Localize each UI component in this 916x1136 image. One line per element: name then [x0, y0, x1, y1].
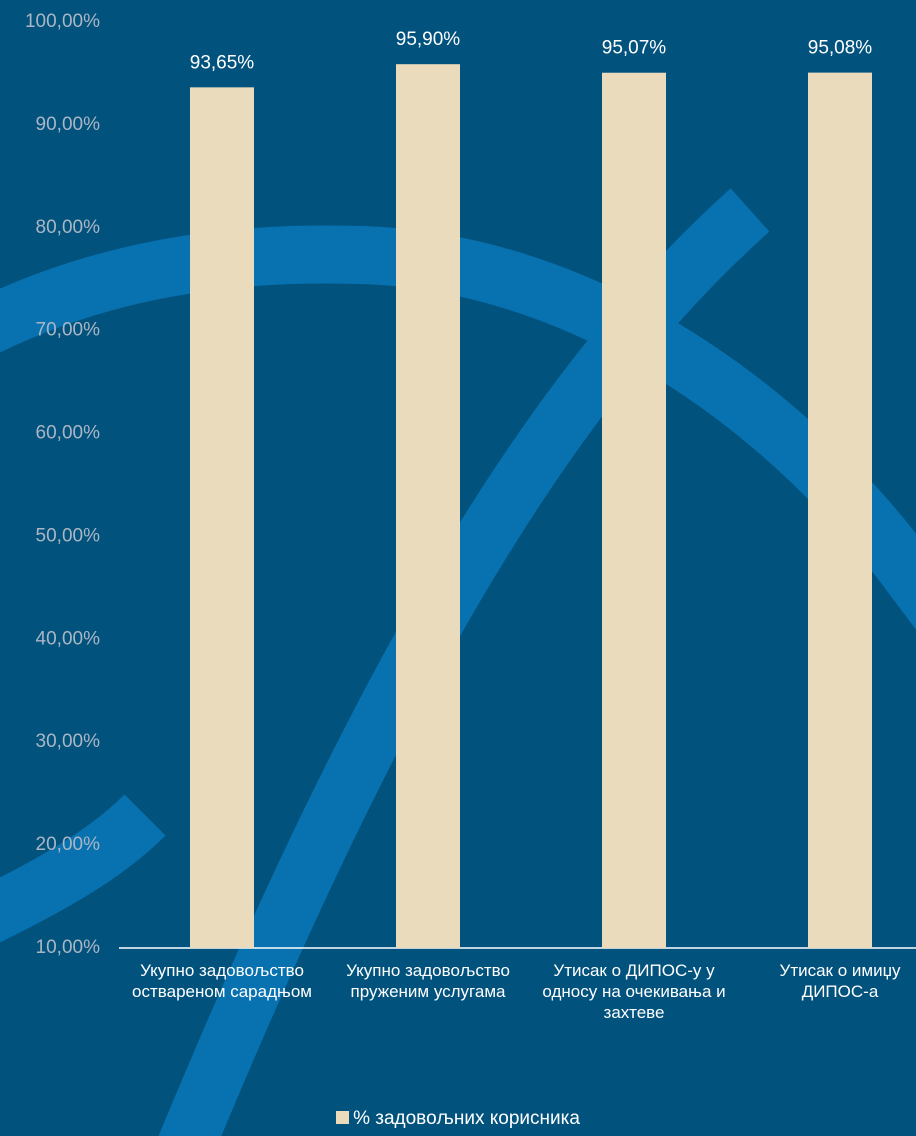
x-tick-label: Утисак о имиџу ДИПОС-а	[779, 961, 901, 1001]
x-tick-label: Укупно задовољство пруженим услугама	[346, 961, 510, 1001]
bar	[396, 64, 460, 948]
value-label: 95,90%	[396, 29, 461, 50]
y-tick-label: 30,00%	[36, 731, 101, 752]
value-label: 93,65%	[190, 52, 255, 73]
y-tick-label: 40,00%	[36, 628, 101, 649]
x-tick-label: Утисак о ДИПОС-у у односу на очекивања и…	[542, 961, 726, 1022]
y-tick-label: 10,00%	[36, 937, 101, 958]
value-label: 95,08%	[808, 38, 873, 59]
bar	[602, 72, 666, 948]
legend: % задовољних корисника	[0, 1108, 916, 1130]
y-tick-label: 70,00%	[36, 320, 101, 341]
bar	[808, 72, 872, 948]
value-label: 95,07%	[602, 38, 667, 59]
y-tick-label: 80,00%	[36, 217, 101, 238]
legend-label: % задовољних корисника	[353, 1108, 580, 1129]
x-tick-label: Укупно задовољство оствареном сарадњом	[132, 961, 312, 1001]
y-tick-label: 90,00%	[36, 114, 101, 135]
y-tick-label: 60,00%	[36, 423, 101, 444]
y-tick-label: 100,00%	[25, 11, 100, 32]
bar	[190, 87, 254, 948]
legend-swatch	[336, 1111, 350, 1124]
y-tick-label: 50,00%	[36, 525, 101, 546]
y-tick-label: 20,00%	[36, 834, 101, 855]
